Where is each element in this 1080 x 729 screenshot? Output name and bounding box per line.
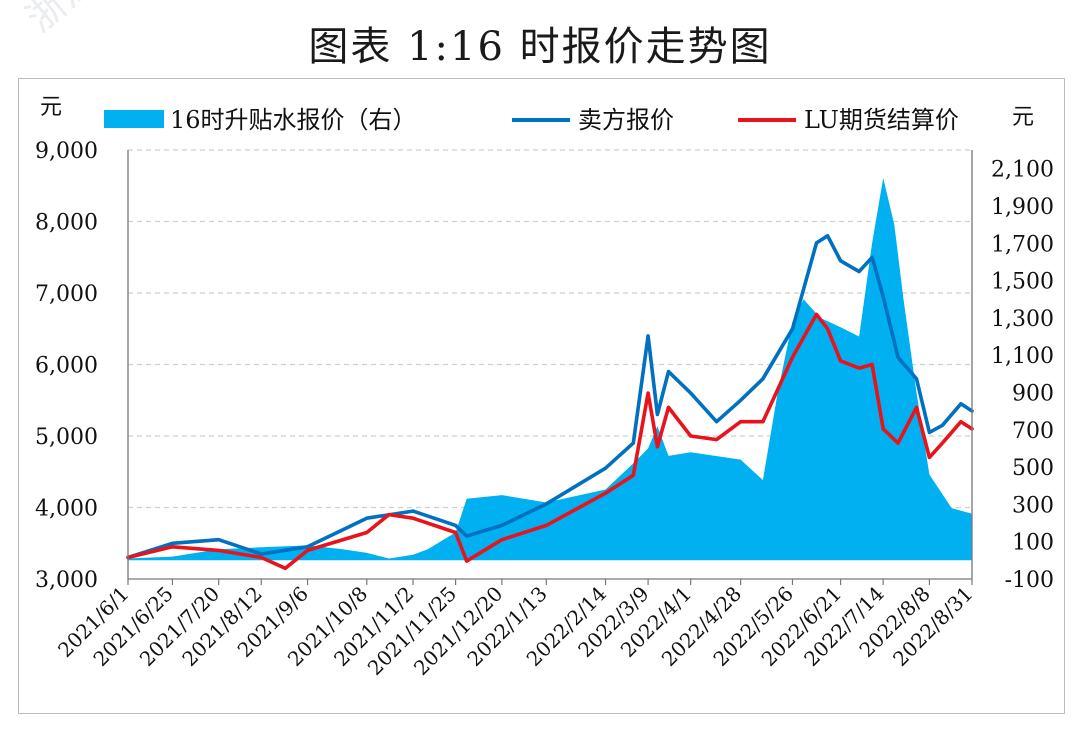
right-tick-label: 1,700 <box>991 232 1054 257</box>
right-tick-label: 700 <box>1012 419 1054 444</box>
right-tick-label: 1,500 <box>991 270 1054 295</box>
series-line-seller-quote <box>126 234 974 560</box>
legend-label: 16时升贴水报价（右） <box>170 106 417 134</box>
right-tick-label: 300 <box>1012 493 1054 518</box>
legend-label: 卖方报价 <box>578 106 674 134</box>
left-tick-label: 3,000 <box>35 568 98 593</box>
left-tick-label: 9,000 <box>35 139 98 164</box>
right-tick-label: 1,900 <box>991 195 1054 220</box>
chart-frame <box>18 78 1065 714</box>
left-tick-label: 6,000 <box>35 354 98 379</box>
left-axis-unit: 元 <box>40 95 62 120</box>
left-tick-label: 5,000 <box>35 425 98 450</box>
right-tick-label: -100 <box>1005 568 1054 593</box>
series-line-lu-settlement <box>126 312 974 571</box>
series-area-premium <box>128 178 972 561</box>
area-series-layer <box>128 178 972 561</box>
legend: 16时升贴水报价（右） 卖方报价 LU期货结算价 <box>104 106 959 134</box>
right-axis-unit: 元 <box>1012 105 1034 130</box>
left-tick-label: 7,000 <box>35 282 98 307</box>
chart-title: 图表 1:16 时报价走势图 <box>308 24 772 70</box>
legend-label: LU期货结算价 <box>804 106 959 134</box>
right-tick-label: 900 <box>1012 381 1054 406</box>
right-tick-label: 100 <box>1012 531 1054 556</box>
right-tick-label: 2,100 <box>991 158 1054 183</box>
right-tick-label: 1,100 <box>991 344 1054 369</box>
right-tick-label: 500 <box>1012 456 1054 481</box>
left-tick-label: 8,000 <box>35 211 98 236</box>
line-series-layer <box>126 234 974 571</box>
left-tick-label: 4,000 <box>35 497 98 522</box>
legend-swatch-area <box>104 110 164 128</box>
right-tick-label: 1,300 <box>991 307 1054 332</box>
